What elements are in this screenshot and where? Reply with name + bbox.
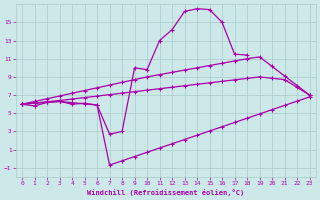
X-axis label: Windchill (Refroidissement éolien,°C): Windchill (Refroidissement éolien,°C) — [87, 189, 244, 196]
